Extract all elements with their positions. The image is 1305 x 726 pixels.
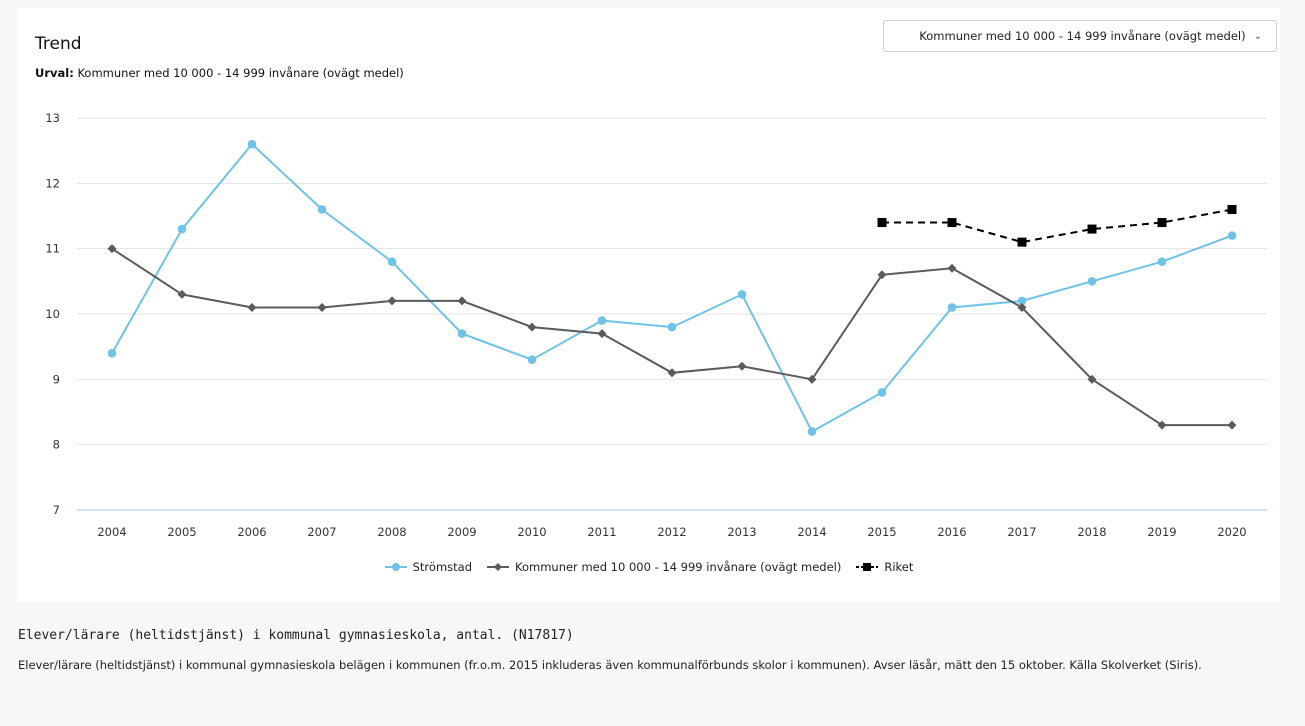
data-point [597, 316, 607, 325]
comparison-dropdown[interactable]: Kommuner med 10 000 - 14 999 invånare (o… [883, 20, 1277, 52]
data-point [107, 348, 117, 358]
data-point [597, 329, 607, 339]
data-point [877, 388, 887, 397]
y-tick-label: 7 [53, 503, 60, 517]
chevron-down-icon: ⌄ [1253, 30, 1262, 42]
selection-subtitle: Urval: Kommuner med 10 000 - 14 999 invå… [35, 66, 404, 80]
selection-label: Urval: [35, 66, 74, 80]
data-point [527, 322, 537, 332]
x-tick-label: 2008 [377, 525, 406, 539]
data-point [457, 329, 467, 338]
data-point [667, 322, 677, 332]
y-tick-label: 9 [53, 372, 60, 386]
y-tick-label: 10 [45, 307, 60, 321]
legend-symbol-icon [856, 563, 879, 571]
selection-value: Kommuner med 10 000 - 14 999 invånare (o… [77, 66, 404, 80]
legend-item[interactable]: Strömstad [384, 560, 472, 574]
series-line [111, 142, 1233, 433]
data-point [107, 244, 117, 254]
series-line [111, 247, 1232, 427]
chart-legend: Strömstad Kommuner med 10 000 - 14 999 in… [17, 560, 1280, 574]
legend-label: Strömstad [412, 560, 472, 574]
data-point [1087, 374, 1097, 384]
legend-item[interactable]: Kommuner med 10 000 - 14 999 invånare (o… [486, 560, 841, 574]
data-point [877, 218, 887, 228]
data-point [527, 355, 537, 365]
data-point [1087, 224, 1097, 234]
data-point [317, 205, 327, 214]
data-point [387, 296, 397, 306]
legend-symbol-icon [487, 563, 509, 571]
y-tick-label: 8 [53, 438, 60, 452]
data-point [1017, 296, 1027, 306]
x-tick-label: 2004 [97, 525, 126, 539]
data-point [1017, 237, 1027, 247]
x-tick-label: 2012 [657, 525, 686, 539]
x-tick-label: 2006 [237, 525, 266, 539]
x-tick-label: 2019 [1147, 525, 1176, 539]
indicator-title: Elever/lärare (heltidstjänst) i kommunal… [18, 628, 574, 643]
x-tick-label: 2009 [447, 525, 476, 539]
indicator-description: Elever/lärare (heltidstjänst) i kommunal… [18, 658, 1202, 672]
y-tick-label: 11 [45, 242, 60, 256]
data-point [947, 263, 957, 273]
x-tick-label: 2005 [167, 525, 196, 539]
data-point [877, 270, 887, 280]
data-point [737, 361, 747, 371]
data-point [947, 303, 957, 312]
data-point [177, 289, 187, 299]
legend-label: Kommuner med 10 000 - 14 999 invånare (o… [515, 560, 842, 574]
data-point [1227, 204, 1237, 214]
x-tick-label: 2016 [937, 525, 966, 539]
series-line [882, 208, 1233, 244]
x-tick-label: 2007 [307, 525, 336, 539]
x-tick-label: 2014 [797, 525, 826, 539]
x-tick-label: 2013 [727, 525, 756, 539]
data-point [947, 218, 957, 228]
x-tick-label: 2010 [517, 525, 546, 539]
x-tick-label: 2015 [867, 525, 896, 539]
data-point [317, 302, 327, 312]
data-point [807, 427, 817, 436]
y-tick-label: 13 [45, 111, 60, 125]
dropdown-selected-value: Kommuner med 10 000 - 14 999 invånare (o… [919, 29, 1246, 43]
x-tick-label: 2011 [587, 525, 616, 539]
x-tick-label: 2020 [1217, 525, 1246, 539]
data-point [737, 290, 747, 299]
data-point [1017, 302, 1027, 312]
data-point [387, 257, 397, 267]
y-tick-label: 12 [45, 176, 60, 190]
data-point [667, 368, 677, 378]
data-point [1227, 420, 1237, 430]
chart-title: Trend [35, 34, 82, 54]
data-point [1157, 257, 1167, 267]
data-point [247, 302, 257, 312]
data-point [1227, 231, 1237, 240]
x-tick-label: 2018 [1077, 525, 1106, 539]
legend-symbol-icon [384, 563, 407, 571]
legend-item[interactable]: Riket [855, 560, 913, 574]
data-point [1087, 277, 1097, 286]
data-point [247, 139, 257, 149]
data-point [807, 374, 817, 384]
trend-line-chart: 7 8 9 10 11 12 13 2004 2005 2006 2007 2008 2009 2010 2… [45, 111, 1267, 539]
trend-panel: Trend Urval: Kommuner med 10 000 - 14 99… [17, 8, 1280, 602]
data-point [457, 296, 467, 306]
data-point [177, 224, 187, 234]
legend-label: Riket [884, 560, 914, 574]
x-tick-label: 2017 [1007, 525, 1036, 539]
data-point [1157, 218, 1167, 228]
data-point [1157, 420, 1167, 430]
